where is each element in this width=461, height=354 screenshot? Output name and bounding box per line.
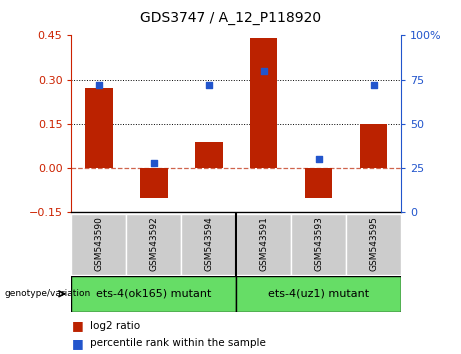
Bar bbox=[71, 214, 126, 275]
Bar bbox=[236, 214, 291, 275]
Point bbox=[370, 82, 377, 88]
Text: ets-4(uz1) mutant: ets-4(uz1) mutant bbox=[268, 289, 369, 299]
Text: GSM543590: GSM543590 bbox=[95, 216, 103, 271]
Text: genotype/variation: genotype/variation bbox=[5, 289, 91, 298]
Bar bbox=[85, 88, 112, 168]
Text: GSM543595: GSM543595 bbox=[369, 216, 378, 271]
Bar bbox=[250, 38, 278, 168]
Bar bbox=[126, 214, 181, 275]
Text: GSM543592: GSM543592 bbox=[149, 216, 159, 271]
Text: GSM543591: GSM543591 bbox=[259, 216, 268, 271]
Bar bbox=[346, 214, 401, 275]
Bar bbox=[360, 124, 387, 168]
Point bbox=[95, 82, 103, 88]
Bar bbox=[305, 168, 332, 198]
Text: ■: ■ bbox=[71, 337, 83, 350]
Bar bbox=[291, 214, 346, 275]
Text: log2 ratio: log2 ratio bbox=[90, 321, 140, 331]
Text: percentile rank within the sample: percentile rank within the sample bbox=[90, 338, 266, 348]
Point bbox=[150, 160, 158, 166]
Text: ■: ■ bbox=[71, 319, 83, 332]
Text: GSM543594: GSM543594 bbox=[204, 216, 213, 271]
Bar bbox=[71, 276, 236, 312]
Point bbox=[260, 68, 267, 74]
Bar bbox=[236, 276, 401, 312]
Text: GDS3747 / A_12_P118920: GDS3747 / A_12_P118920 bbox=[140, 11, 321, 25]
Text: GSM543593: GSM543593 bbox=[314, 216, 323, 271]
Text: ets-4(ok165) mutant: ets-4(ok165) mutant bbox=[96, 289, 212, 299]
Point bbox=[205, 82, 213, 88]
Point bbox=[315, 156, 322, 162]
Bar bbox=[181, 214, 236, 275]
Bar bbox=[140, 168, 168, 198]
Bar bbox=[195, 142, 223, 168]
